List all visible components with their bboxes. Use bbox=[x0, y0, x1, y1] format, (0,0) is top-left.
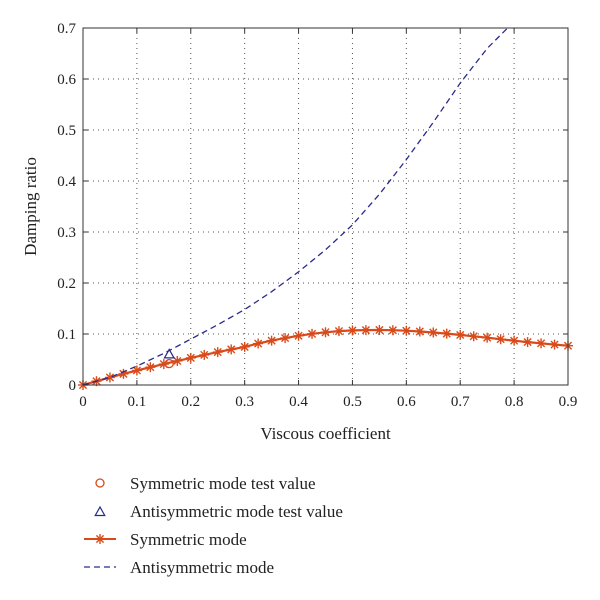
legend-item: Antisymmetric mode bbox=[84, 558, 274, 577]
star-marker bbox=[131, 365, 142, 376]
star-marker bbox=[172, 355, 183, 366]
triangle-marker bbox=[163, 348, 175, 359]
tick-labels: 0 0.1 0.2 0.3 0.4 0.5 0.6 0.7 0.8 0.9 0 0.1 0.2 0.3 0.… bbox=[57, 21, 577, 410]
star-marker bbox=[307, 328, 318, 339]
x-tick-label: 0.8 bbox=[505, 394, 524, 410]
star-marker bbox=[347, 325, 358, 336]
y-tick-label: 0.7 bbox=[57, 21, 76, 37]
circle-marker-icon bbox=[95, 478, 105, 488]
star-marker bbox=[118, 368, 129, 379]
legend-label: Antisymmetric mode test value bbox=[130, 502, 343, 521]
y-tick-label: 0 bbox=[69, 378, 77, 394]
star-marker bbox=[239, 341, 250, 352]
x-tick-label: 0.9 bbox=[559, 394, 578, 410]
star-marker bbox=[536, 338, 547, 349]
y-tick-label: 0.6 bbox=[57, 72, 76, 88]
star-marker bbox=[401, 325, 412, 336]
series-3 bbox=[163, 348, 175, 359]
legend-label: Symmetric mode test value bbox=[130, 474, 316, 493]
star-marker bbox=[95, 534, 105, 544]
legend-item: Symmetric mode test value bbox=[95, 474, 316, 493]
star-line-icon bbox=[84, 534, 116, 544]
series-line bbox=[82, 328, 569, 387]
y-axis-label: Damping ratio bbox=[21, 157, 40, 256]
legend-item: Antisymmetric mode test value bbox=[94, 502, 343, 521]
star-marker bbox=[522, 337, 533, 348]
star-marker bbox=[266, 335, 277, 346]
y-tick-label: 0.4 bbox=[57, 174, 76, 190]
star-marker bbox=[293, 330, 304, 341]
star-marker bbox=[226, 344, 237, 355]
series-1 bbox=[82, 27, 509, 386]
star-marker bbox=[387, 325, 398, 336]
grid-lines bbox=[83, 28, 568, 385]
plot-series bbox=[78, 27, 573, 390]
y-tick-label: 0.3 bbox=[57, 225, 76, 241]
star-marker bbox=[374, 325, 385, 336]
series-0 bbox=[78, 325, 573, 390]
star-marker bbox=[414, 326, 425, 337]
x-axis-label: Viscous coefficient bbox=[260, 424, 391, 443]
plot-frame bbox=[82, 27, 569, 386]
y-tick-label: 0.1 bbox=[57, 327, 76, 343]
star-marker bbox=[509, 335, 520, 346]
legend-label: Symmetric mode bbox=[130, 530, 247, 549]
star-marker bbox=[212, 347, 223, 358]
star-marker bbox=[360, 325, 371, 336]
x-tick-label: 0.1 bbox=[128, 394, 147, 410]
star-marker bbox=[495, 334, 506, 345]
series-2 bbox=[164, 358, 174, 369]
star-marker bbox=[441, 328, 452, 339]
star-marker bbox=[253, 338, 264, 349]
x-tick-label: 0.4 bbox=[289, 394, 308, 410]
star-marker bbox=[549, 339, 560, 350]
legend-item: Symmetric mode bbox=[84, 530, 247, 549]
star-marker bbox=[455, 329, 466, 340]
legend: Symmetric mode test value Antisymmetric m… bbox=[84, 474, 343, 577]
star-marker bbox=[320, 327, 331, 338]
star-marker bbox=[280, 333, 291, 344]
star-marker bbox=[468, 331, 479, 342]
star-marker bbox=[428, 327, 439, 338]
x-tick-label: 0.7 bbox=[451, 394, 470, 410]
star-marker bbox=[199, 349, 210, 360]
x-tick-label: 0.6 bbox=[397, 394, 416, 410]
x-tick-label: 0.2 bbox=[181, 394, 200, 410]
legend-label: Antisymmetric mode bbox=[130, 558, 274, 577]
star-marker bbox=[482, 332, 493, 343]
star-marker bbox=[185, 352, 196, 363]
y-tick-label: 0.2 bbox=[57, 276, 76, 292]
series-line bbox=[82, 27, 509, 386]
circle-marker bbox=[164, 358, 174, 369]
x-tick-label: 0.5 bbox=[343, 394, 362, 410]
star-marker bbox=[145, 362, 156, 373]
star-marker bbox=[333, 326, 344, 337]
triangle-marker-icon bbox=[94, 505, 106, 517]
x-tick-label: 0 bbox=[79, 394, 87, 410]
y-tick-label: 0.5 bbox=[57, 123, 76, 139]
star-marker bbox=[104, 372, 115, 383]
x-tick-label: 0.3 bbox=[235, 394, 254, 410]
